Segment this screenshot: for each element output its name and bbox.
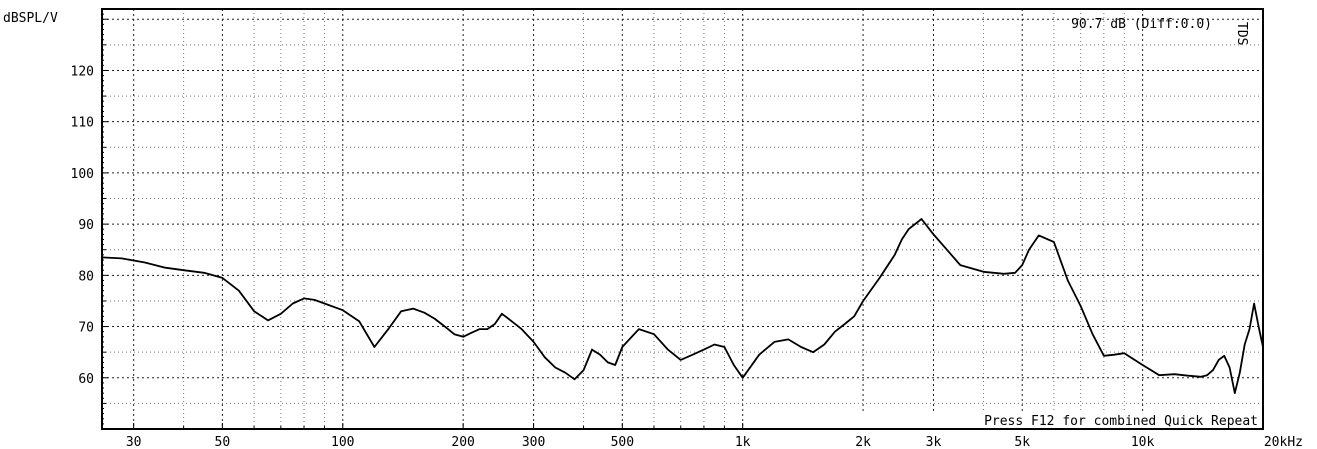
annotation-readout: 90.7 dB (Diff:0.0) bbox=[1071, 17, 1212, 32]
y-tick-label: 70 bbox=[78, 321, 94, 336]
x-tick-label: 50 bbox=[215, 435, 231, 449]
y-tick-label: 100 bbox=[71, 167, 94, 182]
y-tick-label: 110 bbox=[71, 116, 94, 131]
x-tick-label: 5k bbox=[1014, 435, 1030, 449]
major-gridlines bbox=[102, 9, 1263, 429]
series-layer bbox=[101, 218, 1264, 395]
x-tick-label: 300 bbox=[522, 435, 545, 449]
response-curve-line bbox=[101, 218, 1264, 395]
x-tick-label: 500 bbox=[611, 435, 634, 449]
x-tick-label: 10k bbox=[1131, 435, 1155, 449]
minor-gridlines bbox=[183, 9, 1125, 429]
x-tick-label: 200 bbox=[451, 435, 474, 449]
y-tick-label: 80 bbox=[78, 269, 94, 284]
x-tick-label: 3k bbox=[926, 435, 942, 449]
y-axis-label: dBSPL/V bbox=[3, 11, 58, 26]
y-tick-label: 60 bbox=[78, 372, 94, 387]
x-tick-label: 30 bbox=[126, 435, 142, 449]
x-tick-label: 2k bbox=[855, 435, 871, 449]
footer-hint: Press F12 for combined Quick Repeat bbox=[984, 414, 1258, 429]
x-axis-ticks: 30 50 100 200 300 500 1k 2k 3k 5k 10k 20kHz bbox=[126, 423, 1303, 449]
footer-background bbox=[807, 412, 1260, 428]
x-tick-label: 100 bbox=[331, 435, 354, 449]
plot-frame bbox=[101, 8, 1264, 430]
x-tick-label: 1k bbox=[735, 435, 751, 449]
y-tick-label: 90 bbox=[78, 218, 94, 233]
y-tick-label: 120 bbox=[71, 64, 94, 79]
y-axis-ticks: 60 70 80 90 100 110 120 bbox=[71, 13, 108, 425]
side-label: TDS bbox=[1234, 22, 1249, 45]
x-tick-label: 20kHz bbox=[1264, 435, 1303, 449]
